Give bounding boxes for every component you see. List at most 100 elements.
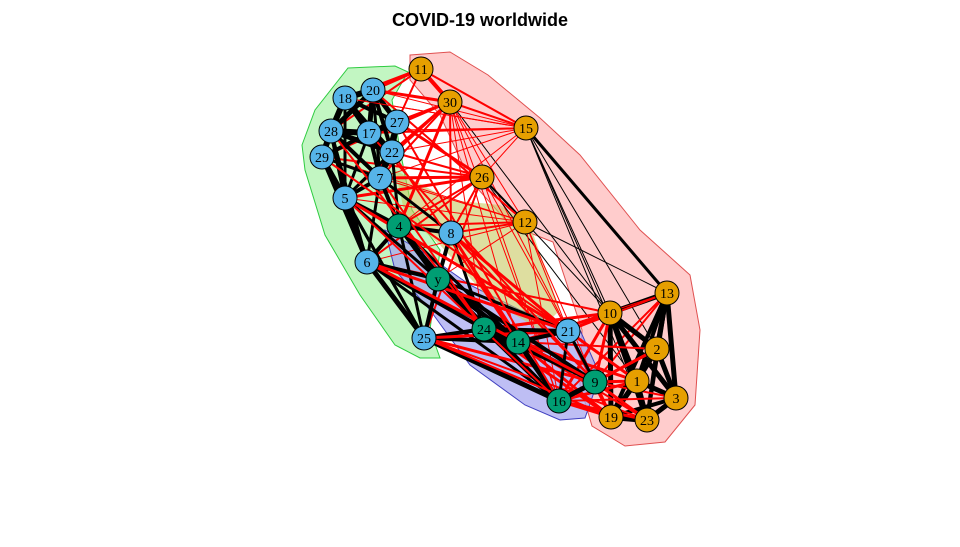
node-6: 6 xyxy=(354,249,380,275)
node-circle xyxy=(386,213,412,239)
edge-15-13 xyxy=(524,126,669,295)
edge-30-15 xyxy=(449,101,527,129)
node-label: 19 xyxy=(604,411,618,426)
node-circle xyxy=(437,89,463,115)
node-label: 17 xyxy=(362,127,376,142)
node-circle xyxy=(546,388,572,414)
node-27: 27 xyxy=(384,109,410,135)
node-label: 1 xyxy=(634,375,641,390)
edge-26-21 xyxy=(481,176,569,332)
edge-12-y xyxy=(437,221,526,280)
node-20: 20 xyxy=(360,77,386,103)
node-y: y xyxy=(425,266,451,292)
node-label: 27 xyxy=(390,116,404,131)
node-circle xyxy=(309,144,335,170)
edge-30-14 xyxy=(449,101,519,343)
node-circle xyxy=(634,407,660,433)
node-1: 1 xyxy=(624,368,650,394)
edge-12-13 xyxy=(524,221,668,294)
node-label: 16 xyxy=(552,395,566,410)
node-11: 11 xyxy=(408,56,434,82)
node-22: 22 xyxy=(379,139,405,165)
edge-30-12 xyxy=(449,101,526,223)
node-label: 13 xyxy=(660,287,674,302)
chart-title: COVID-19 worldwide xyxy=(391,10,569,30)
edge-5-16 xyxy=(344,197,560,402)
node-circle xyxy=(360,77,386,103)
node-circle xyxy=(354,249,380,275)
edge-15-23 xyxy=(525,127,648,421)
node-26: 26 xyxy=(469,164,495,190)
node-label: 5 xyxy=(342,192,349,207)
node-14: 14 xyxy=(505,329,531,355)
edge-25-9 xyxy=(422,336,597,384)
edge-7-24 xyxy=(379,177,485,330)
edge-26-5 xyxy=(343,175,484,200)
node-30: 30 xyxy=(437,89,463,115)
edge-22-14 xyxy=(391,151,519,343)
node-label: 23 xyxy=(640,414,654,429)
node-circle xyxy=(469,164,495,190)
node-label: 14 xyxy=(511,336,525,351)
node-circle xyxy=(513,115,539,141)
node-label: 21 xyxy=(561,325,575,340)
node-21: 21 xyxy=(555,318,581,344)
node-circle xyxy=(555,318,581,344)
node-label: 3 xyxy=(673,392,680,407)
edge-26-6 xyxy=(366,176,483,263)
node-circle xyxy=(318,118,344,144)
node-label: 29 xyxy=(315,151,329,166)
edge-15-2 xyxy=(525,127,658,350)
node-circle xyxy=(644,336,670,362)
node-16: 16 xyxy=(546,388,572,414)
node-label: 7 xyxy=(377,172,384,187)
edge-30-24 xyxy=(449,101,485,330)
node-25: 25 xyxy=(411,325,437,351)
edge-26-7 xyxy=(378,175,484,180)
edge-30-20 xyxy=(371,88,452,104)
node-23: 23 xyxy=(634,407,660,433)
node-4: 4 xyxy=(386,213,412,239)
node-circle xyxy=(597,300,623,326)
node-7: 7 xyxy=(367,165,393,191)
edge-30-16 xyxy=(449,101,560,402)
edge-12-21 xyxy=(524,221,569,332)
node-2: 2 xyxy=(644,336,670,362)
edge-5-21 xyxy=(343,196,570,333)
node-circle xyxy=(505,329,531,355)
node-circle xyxy=(367,165,393,191)
node-label: 22 xyxy=(385,146,399,161)
edge-26-27 xyxy=(395,120,484,179)
node-24: 24 xyxy=(471,316,497,342)
node-10: 10 xyxy=(597,300,623,326)
node-9: 9 xyxy=(582,369,608,395)
node-28: 28 xyxy=(318,118,344,144)
node-label: 11 xyxy=(414,63,427,78)
node-circle xyxy=(408,56,434,82)
node-5: 5 xyxy=(332,185,358,211)
edge-27-16 xyxy=(396,121,560,402)
node-3: 3 xyxy=(663,385,689,411)
node-label: 24 xyxy=(477,323,491,338)
edge-4-25 xyxy=(397,224,426,340)
node-label: y xyxy=(435,273,442,288)
node-label: 12 xyxy=(518,216,532,231)
node-label: 9 xyxy=(592,376,599,391)
node-label: 26 xyxy=(475,171,489,186)
node-8: 8 xyxy=(438,220,464,246)
node-label: 2 xyxy=(654,343,661,358)
node-circle xyxy=(582,369,608,395)
edge-1-21 xyxy=(566,329,639,383)
edge-12-10 xyxy=(524,221,611,314)
edge-25-19 xyxy=(423,337,612,418)
node-circle xyxy=(663,385,689,411)
edge-10-19 xyxy=(607,310,614,420)
edge-11-15 xyxy=(420,68,527,129)
node-label: 28 xyxy=(324,125,338,140)
node-circle xyxy=(356,120,382,146)
node-circle xyxy=(624,368,650,394)
node-label: 6 xyxy=(364,256,371,271)
node-label: 25 xyxy=(417,332,431,347)
